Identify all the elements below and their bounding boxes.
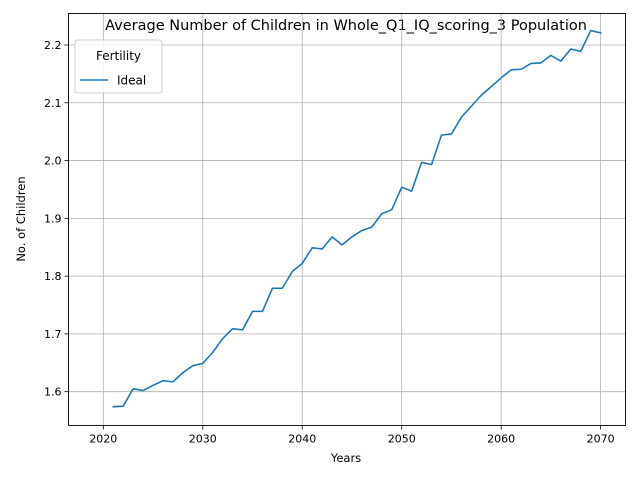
y-tick-label: 2.2 [44, 39, 62, 52]
x-tick-label: 2040 [288, 433, 316, 446]
x-tick-label: 2030 [189, 433, 217, 446]
chart-title: Average Number of Children in Whole_Q1_I… [105, 18, 587, 34]
x-axis-label: Years [330, 451, 361, 465]
legend: Fertility Ideal [74, 39, 163, 94]
legend-title: Fertility [96, 49, 141, 63]
y-tick-label: 1.6 [44, 386, 62, 399]
y-tick-label: 2.1 [44, 97, 62, 110]
x-tick-label: 2050 [388, 433, 416, 446]
y-tick-label: 1.8 [44, 270, 62, 283]
plot-area [68, 13, 626, 426]
x-tick-label: 2060 [487, 433, 515, 446]
x-tick-label: 2020 [89, 433, 117, 446]
y-tick-label: 2.0 [44, 155, 62, 168]
y-tick-label: 1.9 [44, 212, 62, 225]
series-line-ideal [112, 29, 602, 408]
x-tick-label: 2070 [587, 433, 615, 446]
axis-ticks: 2020 2030 2040 2050 2060 2070 1.6 1.7 1.8 1.9 2.0 2… [44, 39, 615, 446]
y-axis-label: No. of Children [14, 176, 28, 261]
y-tick-label: 1.7 [44, 328, 62, 341]
legend-label-ideal: Ideal [117, 74, 146, 88]
grid [68, 13, 626, 426]
series-layer [112, 29, 602, 408]
